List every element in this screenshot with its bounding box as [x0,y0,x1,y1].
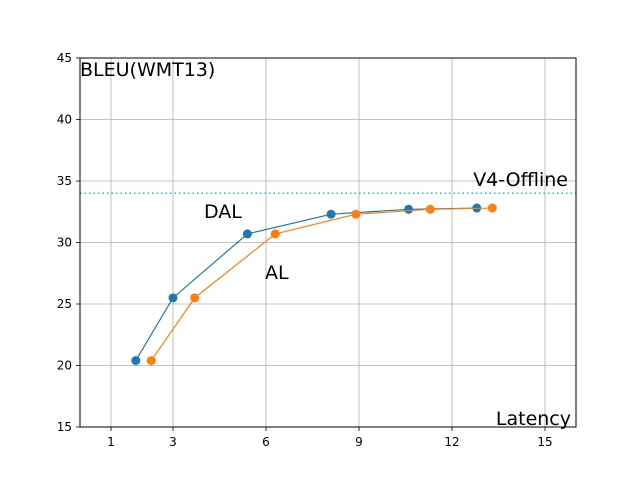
grid [80,57,576,428]
data-point-al [351,209,361,219]
series-label-dal: DAL [204,201,242,223]
x-tick-label: 9 [355,435,363,449]
y-tick-label: 25 [57,297,72,311]
y-tick-label: 30 [57,236,72,250]
data-point-al [487,203,497,213]
reference-line-label: V4-Offline [473,169,568,191]
x-tick-label: 12 [444,435,459,449]
series-line-dal [135,207,477,361]
data-point-al [146,356,156,366]
data-point-al [190,293,200,303]
y-tick-label: 20 [57,359,72,373]
series-label-al: AL [265,262,289,284]
x-axis-label: Latency [496,408,571,430]
data-point-dal [168,293,178,303]
ticks: 1 3 6 9 12 15 15 20 25 30 35 40 45 [57,51,553,449]
series-group [131,203,497,366]
data-point-dal [242,229,252,239]
y-tick-label: 45 [57,51,72,65]
data-point-dal [404,204,414,214]
x-tick-label: 3 [169,435,177,449]
y-axis-label: BLEU(WMT13) [80,59,215,81]
y-tick-label: 15 [57,420,72,434]
y-tick-label: 35 [57,174,72,188]
data-point-dal [326,209,336,219]
data-point-al [270,229,280,239]
x-tick-label: 1 [107,435,115,449]
x-tick-label: 15 [537,435,552,449]
data-point-dal [131,356,141,366]
data-point-al [425,204,435,214]
series-line-al [150,207,493,361]
x-tick-label: 6 [262,435,270,449]
y-tick-label: 40 [57,113,72,127]
